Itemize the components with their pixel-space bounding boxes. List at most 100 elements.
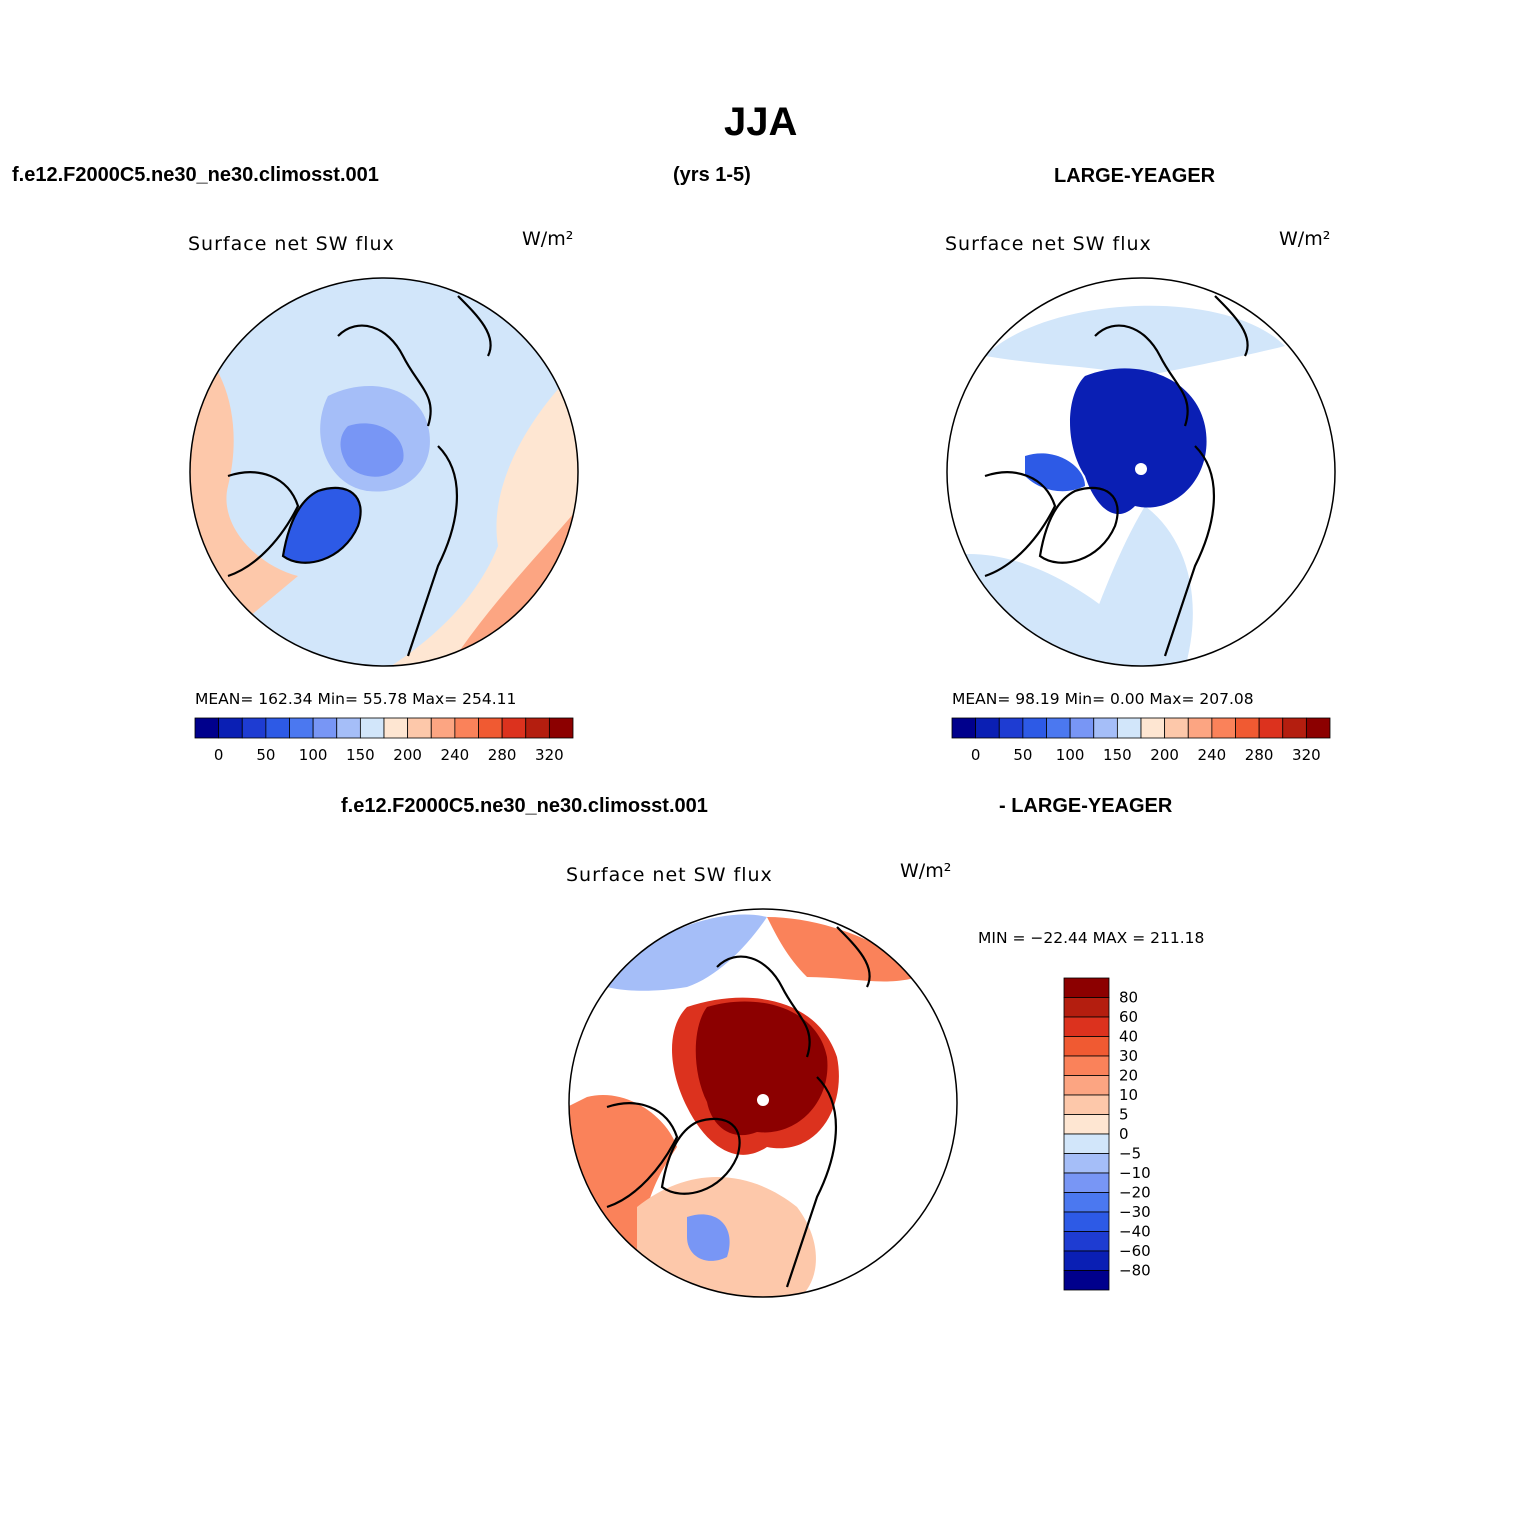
diff-cool-region-north — [607, 914, 767, 991]
diff-colorbar-box — [1063, 1153, 1110, 1174]
diff-stats: MIN = −22.44 MAX = 211.18 — [978, 929, 1205, 947]
diff-colorbar-tick-label: 0 — [1119, 1125, 1129, 1143]
model-colorbar-box — [407, 717, 432, 739]
model-colorbar-box — [336, 717, 361, 739]
obs-colorbar-tick-label: 320 — [1292, 746, 1321, 764]
diff-colorbar-tick-label: −10 — [1119, 1164, 1151, 1182]
obs-colorbar-box — [1187, 717, 1213, 739]
obs-label: LARGE-YEAGER — [1054, 165, 1216, 187]
diff-colorbar-box — [1063, 1211, 1110, 1232]
obs-colorbar-tick-label: 0 — [971, 746, 981, 764]
diff-colorbar-box — [1063, 1231, 1110, 1252]
obs-units: W/m² — [1279, 228, 1331, 250]
diff-warm-region-northeast — [767, 917, 917, 982]
model-colorbar-box — [265, 717, 290, 739]
case-label: f.e12.F2000C5.ne30_ne30.climosst.001 — [12, 164, 379, 186]
years-label: (yrs 1-5) — [673, 164, 751, 186]
diff-colorbar-tick-label: −60 — [1119, 1242, 1151, 1260]
obs-colorbar-box — [1022, 717, 1047, 739]
obs-colorbar-tick-label: 150 — [1103, 746, 1132, 764]
model-colorbar-box — [383, 717, 409, 739]
model-map-boundary — [189, 277, 579, 667]
model-colorbar-box — [289, 717, 314, 739]
model-units: W/m² — [522, 228, 574, 250]
model-colorbar-box — [478, 717, 503, 739]
model-colorbar-box — [312, 717, 338, 739]
model-colorbar-box — [525, 717, 550, 739]
model-colorbar-box — [548, 717, 574, 739]
obs-colorbar-box — [998, 717, 1024, 739]
model-subtitle: Surface net SW flux — [188, 233, 395, 255]
diff-colorbar-box — [1063, 1250, 1110, 1271]
model-colorbar-tick-label: 240 — [441, 746, 470, 764]
diff-colorbar-tick-label: 10 — [1119, 1086, 1138, 1104]
model-colorbar-tick-label: 50 — [256, 746, 275, 764]
page-title: JJA — [724, 100, 798, 144]
model-colorbar: 0 50 100 150 200 240 280 320 — [194, 717, 574, 764]
obs-colorbar-tick-label: 100 — [1056, 746, 1085, 764]
model-colorbar-tick-label: 280 — [488, 746, 517, 764]
diff-map-boundary — [568, 908, 958, 1298]
diff-colorbar-tick-label: 5 — [1119, 1106, 1129, 1124]
diff-colorbar-box — [1063, 1172, 1110, 1193]
obs-polar-map — [946, 277, 1336, 667]
obs-colorbar: 0 50 100 150 200 240 280 320 — [951, 717, 1331, 764]
obs-colorbar-box — [1140, 717, 1166, 739]
model-colorbar-box — [194, 717, 220, 739]
diff-polar-map — [568, 908, 958, 1298]
diff-subtitle: Surface net SW flux — [566, 864, 773, 886]
model-coastlines — [227, 295, 492, 657]
diff-colorbar-tick-label: 60 — [1119, 1008, 1138, 1026]
obs-colorbar-box — [1164, 717, 1189, 739]
diff-units: W/m² — [900, 860, 952, 882]
obs-colorbar-box — [1235, 717, 1260, 739]
obs-colorbar-tick-label: 280 — [1245, 746, 1274, 764]
model-colorbar-tick-label: 100 — [299, 746, 328, 764]
diff-colorbar-box — [1063, 1094, 1110, 1115]
diff-colorbar-box — [1063, 1075, 1110, 1096]
obs-colorbar-box — [951, 717, 977, 739]
model-colorbar-box — [241, 717, 267, 739]
diff-case-label: f.e12.F2000C5.ne30_ne30.climosst.001 — [341, 795, 708, 817]
diff-obs-label: - LARGE-YEAGER — [999, 795, 1173, 817]
diff-colorbar-box — [1063, 1133, 1110, 1154]
obs-colorbar-box — [1116, 717, 1142, 739]
diff-colorbar-tick-label: −30 — [1119, 1203, 1151, 1221]
diff-pole-marker — [757, 1094, 769, 1106]
obs-colorbar-box — [975, 717, 1000, 739]
diff-warm-region-arctic-core — [695, 1001, 828, 1136]
obs-colorbar-box — [1046, 717, 1071, 739]
model-colorbar-tick-label: 0 — [214, 746, 224, 764]
model-colorbar-box — [501, 717, 527, 739]
diff-colorbar-box — [1063, 997, 1110, 1018]
obs-pole-marker — [1135, 463, 1147, 475]
obs-colorbar-box — [1069, 717, 1095, 739]
model-polar-map — [189, 277, 579, 667]
diff-colorbar-box — [1063, 1192, 1110, 1213]
diff-colorbar-tick-label: 30 — [1119, 1047, 1138, 1065]
diff-colorbar-tick-label: 80 — [1119, 989, 1138, 1007]
model-colorbar-tick-label: 320 — [535, 746, 564, 764]
diff-colorbar-tick-label: 40 — [1119, 1028, 1138, 1046]
diff-cool-region-south — [687, 1214, 730, 1261]
obs-coastlines — [984, 295, 1249, 657]
diff-colorbar-box — [1063, 1016, 1110, 1037]
obs-colorbar-tick-label: 240 — [1198, 746, 1227, 764]
model-cool-region-core — [340, 423, 404, 477]
diff-colorbar-tick-label: −40 — [1119, 1223, 1151, 1241]
diff-colorbar-box — [1063, 1114, 1110, 1135]
diff-colorbar-box — [1063, 1036, 1110, 1057]
diff-colorbar-box — [1063, 977, 1110, 998]
model-stats: MEAN= 162.34 Min= 55.78 Max= 254.11 — [195, 690, 517, 708]
diff-colorbar-tick-label: −5 — [1119, 1145, 1141, 1163]
obs-colorbar-box — [1258, 717, 1284, 739]
obs-subtitle: Surface net SW flux — [945, 233, 1152, 255]
model-colorbar-box — [359, 717, 385, 739]
model-colorbar-box — [430, 717, 456, 739]
obs-colorbar-box — [1093, 717, 1118, 739]
obs-colorbar-tick-label: 200 — [1150, 746, 1179, 764]
model-colorbar-tick-label: 150 — [346, 746, 375, 764]
obs-colorbar-box — [1305, 717, 1331, 739]
obs-stats: MEAN= 98.19 Min= 0.00 Max= 207.08 — [952, 690, 1254, 708]
